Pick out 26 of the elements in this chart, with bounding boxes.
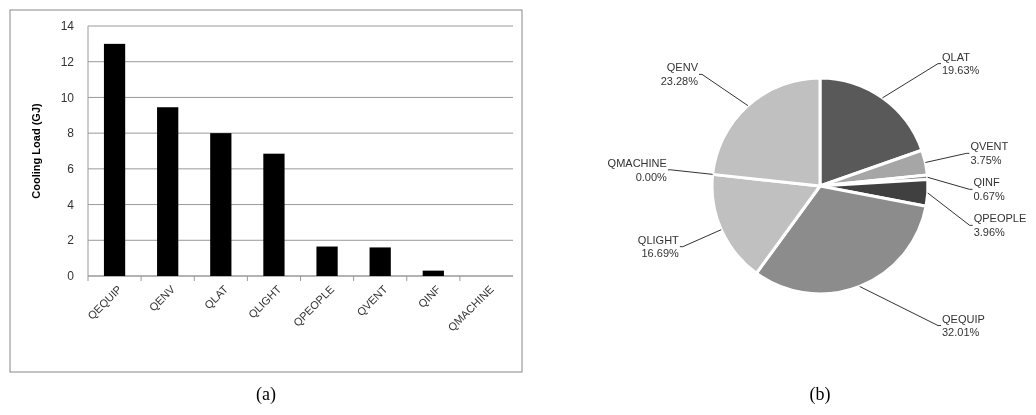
y-tick-label: 14 xyxy=(60,19,75,34)
y-tick-label: 2 xyxy=(67,233,75,248)
slice-label: QVENT xyxy=(970,140,1009,153)
y-tick-label: 6 xyxy=(67,162,75,177)
y-tick-label: 4 xyxy=(67,197,75,212)
y-axis-title: Cooling Load (GJ) xyxy=(30,103,42,199)
slice-label: QLIGHT xyxy=(637,233,680,246)
text: (b) xyxy=(809,384,831,405)
y-tick-label: 8 xyxy=(67,126,75,141)
y-tick-label: 10 xyxy=(60,90,75,105)
slice-label: QLAT xyxy=(942,50,971,63)
data-label: 16.69% xyxy=(641,247,680,260)
slice-label: QENV xyxy=(666,61,699,74)
data-label: 0.67% xyxy=(973,190,1005,203)
text: 0.00% xyxy=(635,170,667,183)
y-tick-label: 0 xyxy=(67,269,75,284)
slice-label: QPEOPLE xyxy=(973,212,1027,225)
data-label: 23.28% xyxy=(660,75,699,88)
y-tick-label: 12 xyxy=(60,54,75,69)
data-label: 19.63% xyxy=(942,64,980,77)
data-label: 3.75% xyxy=(970,154,1002,167)
category-label: QMACHINE xyxy=(607,156,667,169)
data-label: 32.01% xyxy=(942,326,980,339)
data-label: 3.96% xyxy=(973,226,1006,239)
text: (a) xyxy=(256,384,276,405)
slice-label: QINF xyxy=(973,176,1001,189)
